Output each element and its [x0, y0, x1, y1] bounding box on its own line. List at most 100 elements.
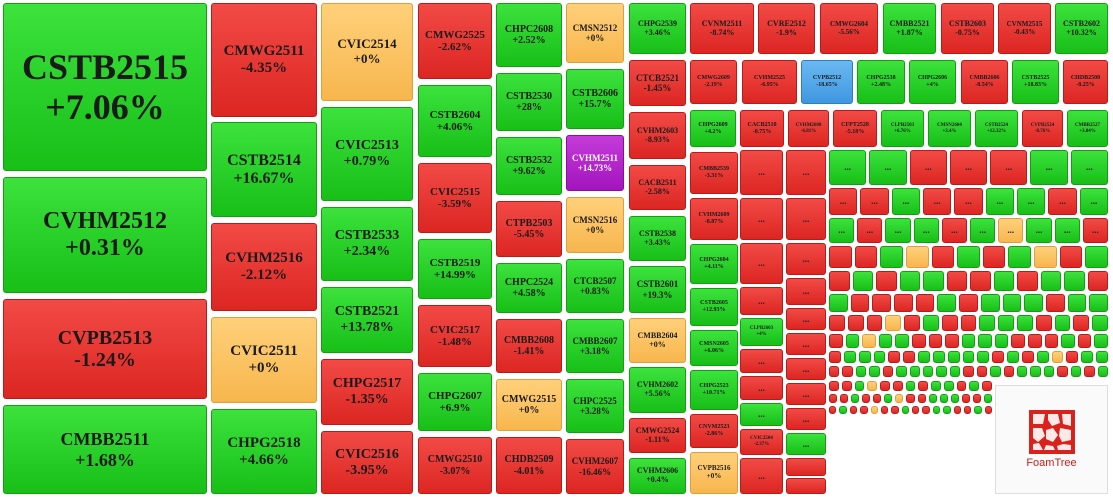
small-tile	[992, 351, 1005, 363]
small-tile	[891, 406, 899, 414]
small-tile	[847, 315, 864, 331]
tile: CHPG2518 +4.66%	[211, 409, 317, 494]
small-tile	[923, 271, 944, 291]
small-tile	[829, 246, 852, 268]
tile: CMSN2605 +6.06%	[690, 330, 738, 366]
tile: CMBB2608 -1.41%	[496, 319, 562, 373]
small-tile	[1066, 351, 1079, 363]
small-tile	[1017, 271, 1038, 291]
tile-change: +0%	[706, 472, 722, 480]
small-tile: ...	[740, 349, 783, 373]
tile-code: CMWG2511	[223, 43, 305, 60]
small-tile	[842, 366, 853, 377]
tile-code: CHDB2509	[504, 454, 554, 466]
small-tile	[1011, 334, 1026, 348]
tile-ellipsis: ...	[758, 258, 765, 269]
tile-code: CVHM2602	[636, 380, 679, 390]
tile: CVPB2512 -18.65%	[801, 60, 853, 104]
tile-code: CMBB2539	[699, 166, 729, 173]
small-tile: ...	[1079, 188, 1108, 215]
tile-change: +3.18%	[580, 346, 610, 356]
small-tile: ...	[786, 433, 826, 455]
brand-text: FoamTree	[1026, 457, 1077, 469]
tile-change: -1.41%	[513, 346, 545, 357]
small-tile: ...	[1048, 188, 1077, 215]
small-tile	[854, 381, 865, 391]
tile-ellipsis: ...	[894, 225, 902, 236]
tile-ellipsis: ...	[1045, 162, 1053, 173]
small-tile: ...	[970, 218, 996, 243]
tile-change: -4.01%	[513, 465, 545, 477]
small-tile	[866, 315, 883, 331]
tile-change: -16.46%	[578, 466, 612, 477]
small-tile	[895, 334, 909, 348]
tile-change: +0.31%	[65, 235, 145, 261]
tile-change: +2.34%	[343, 244, 391, 259]
tile: CHPG2539 +3.46%	[629, 3, 686, 54]
tile-change: +4.66%	[239, 451, 289, 468]
tile: CVIC2515 -3.59%	[418, 163, 492, 233]
tile-code: CSTB2524	[984, 122, 1009, 128]
tile-change: -6.81%	[800, 128, 817, 134]
tile-change: +3.84%	[1079, 128, 1096, 134]
tile-code: CSTB2532	[505, 154, 553, 166]
tile-code: CHPG2539	[637, 18, 678, 28]
small-tile	[990, 366, 1001, 377]
tile-ellipsis: ...	[802, 338, 810, 349]
tile-code: CMWG2604	[829, 19, 869, 28]
small-tile	[1030, 366, 1041, 377]
tile-code: CVHM2525	[754, 75, 785, 82]
small-tile	[896, 366, 907, 377]
tile-code: CLPB2603	[749, 326, 774, 332]
tile-code: CSTB2533	[334, 228, 400, 244]
tile-code: CHPG2604	[699, 257, 729, 264]
tile: CSTB2533 +2.34%	[321, 207, 413, 281]
tile: CVHM2607 -16.46%	[566, 439, 624, 494]
tile-ellipsis: ...	[839, 196, 847, 207]
tile-change: -0.43%	[1013, 27, 1036, 36]
small-tile: ...	[941, 218, 967, 243]
small-tile	[1017, 366, 1028, 377]
tile-change: +4.2%	[704, 128, 722, 135]
tile-change: -2.37%	[753, 442, 770, 447]
tile: CMWG2609 -2.19%	[690, 60, 737, 104]
tile-change: -3.95%	[345, 462, 389, 478]
small-tile	[884, 394, 893, 403]
tile-change: -1.24%	[74, 349, 136, 371]
tile-code: CMSN2605	[699, 341, 729, 348]
small-tile	[1092, 315, 1108, 331]
small-tile	[895, 394, 904, 403]
tile-ellipsis: ...	[924, 162, 932, 173]
small-tile	[786, 458, 826, 476]
tile-code: CSTB2525	[1021, 75, 1050, 82]
tile: CHDB2508 -8.25%	[1063, 60, 1108, 104]
small-tile	[880, 246, 903, 268]
tile-ellipsis: ...	[871, 196, 878, 207]
tile: CSTB2605 +12.93%	[690, 288, 738, 326]
small-tile	[1073, 315, 1090, 331]
tile: CHPG2517 -1.35%	[321, 359, 413, 425]
logo-icon	[1028, 410, 1075, 454]
small-tile	[878, 334, 893, 348]
tile-change: +16.67%	[233, 169, 295, 187]
tile-ellipsis: ...	[802, 413, 810, 424]
small-tile	[959, 294, 978, 312]
small-tile	[1040, 271, 1061, 291]
tile-change: -5.18%	[845, 128, 865, 135]
small-tile	[936, 366, 947, 377]
tile-ellipsis: ...	[866, 225, 874, 236]
small-tile	[829, 294, 848, 312]
small-tile	[963, 366, 974, 377]
small-tile	[928, 394, 937, 403]
tile: CMWG2525 -2.62%	[418, 3, 492, 79]
small-tile: ...	[891, 188, 920, 215]
tile: CSTB2538 +3.43%	[629, 216, 686, 261]
small-tile	[980, 294, 1000, 312]
tile-change: -5.56%	[838, 27, 860, 36]
tile-change: -2.12%	[240, 267, 288, 283]
small-tile: ...	[954, 188, 983, 215]
small-tile	[969, 381, 980, 391]
tile-ellipsis: ...	[758, 167, 765, 178]
tile-code: CVRE2512	[767, 18, 806, 28]
tile-code: CVIC2514	[337, 36, 397, 52]
